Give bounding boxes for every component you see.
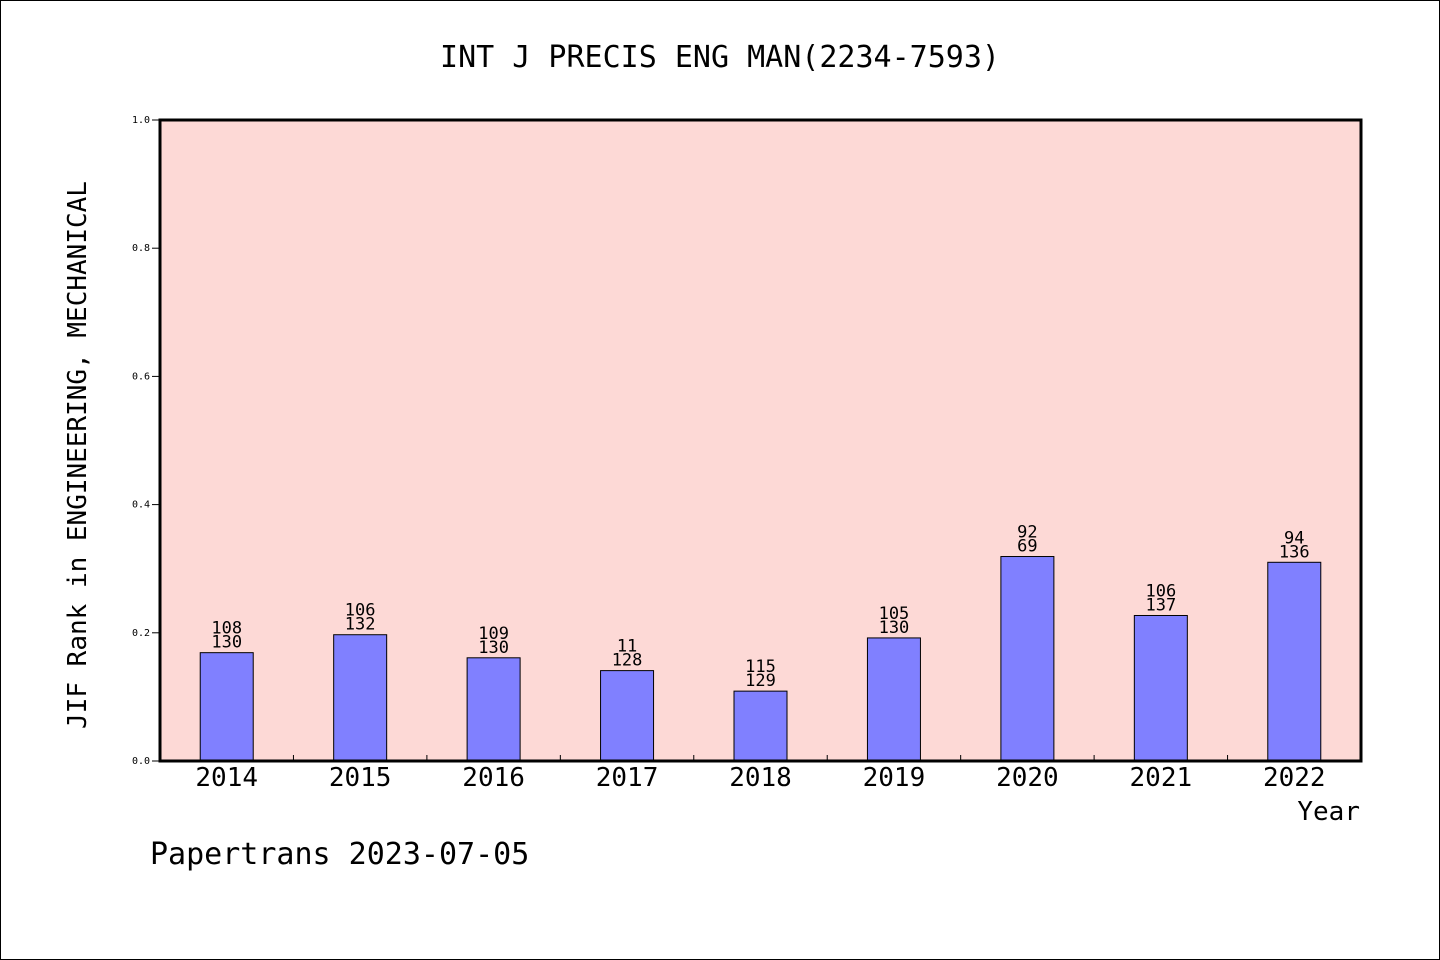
bar-2018 <box>733 690 788 762</box>
x-tick-label-2022: 2022 <box>1263 763 1326 793</box>
bar-rank-label-2015: 106 <box>345 601 376 621</box>
plot-border <box>158 118 1363 763</box>
bar-total-label-2018: 129 <box>745 671 776 691</box>
y-tick-label-0.8: 0.8 <box>132 243 150 254</box>
x-axis-label: Year <box>1297 797 1360 827</box>
y-tick-label-0.4: 0.4 <box>132 500 150 511</box>
x-tick-label-2021: 2021 <box>1130 763 1193 793</box>
x-tick-label-2014: 2014 <box>195 763 258 793</box>
y-tick-label-0.6: 0.6 <box>132 371 150 382</box>
bar-2020 <box>1000 556 1055 762</box>
x-tick-label-2020: 2020 <box>996 763 1059 793</box>
y-tick-label-0.2: 0.2 <box>132 628 150 639</box>
bars-group <box>199 556 1322 762</box>
y-tick-label-1.0: 1.0 <box>132 115 150 126</box>
bar-2019 <box>866 637 921 762</box>
y-axis-label: JIF Rank in ENGINEERING, MECHANICAL <box>63 181 93 729</box>
bar-total-label-2017: 128 <box>612 651 643 671</box>
bar-rank-label-2014: 108 <box>211 619 242 639</box>
chart-title: INT J PRECIS ENG MAN(2234-7593) <box>440 40 1000 75</box>
bar-2016 <box>466 657 521 762</box>
bar-2021 <box>1133 614 1188 762</box>
bar-2017 <box>600 670 655 762</box>
x-tick-label-2017: 2017 <box>596 763 659 793</box>
bar-rank-label-2017: 11 <box>617 637 637 657</box>
bar-total-label-2019: 130 <box>879 618 910 638</box>
bar-rank-label-2019: 105 <box>879 604 910 624</box>
x-tick-label-2016: 2016 <box>462 763 525 793</box>
bar-total-label-2021: 137 <box>1145 595 1176 615</box>
x-tick-label-2018: 2018 <box>729 763 792 793</box>
x-axis: 2014 2015 2016 2017 2018 2019 2020 2021 2022 <box>195 755 1326 793</box>
x-tick-label-2019: 2019 <box>863 763 926 793</box>
bar-rank-label-2016: 109 <box>478 624 509 644</box>
bar-total-label-2020: 69 <box>1017 537 1037 557</box>
x-tick-label-2015: 2015 <box>329 763 392 793</box>
y-tick-label-0.0: 0.0 <box>132 756 150 767</box>
bar-rank-label-2021: 106 <box>1145 581 1176 601</box>
bar-total-label-2016: 130 <box>478 638 509 658</box>
bar-2022 <box>1267 561 1322 762</box>
bar-total-label-2022: 136 <box>1279 542 1310 562</box>
y-axis: 0.0 0.2 0.4 0.6 0.8 1.0 <box>132 115 160 767</box>
bar-total-label-2014: 130 <box>211 633 242 653</box>
bar-2014 <box>199 652 254 762</box>
bar-2015 <box>333 634 388 762</box>
bar-rank-label-2018: 115 <box>745 657 776 677</box>
bar-rank-label-2020: 92 <box>1017 523 1037 543</box>
bar-total-label-2015: 132 <box>345 615 376 635</box>
bar-rank-label-2022: 94 <box>1284 528 1304 548</box>
source-footer: Papertrans 2023-07-05 <box>150 837 529 872</box>
